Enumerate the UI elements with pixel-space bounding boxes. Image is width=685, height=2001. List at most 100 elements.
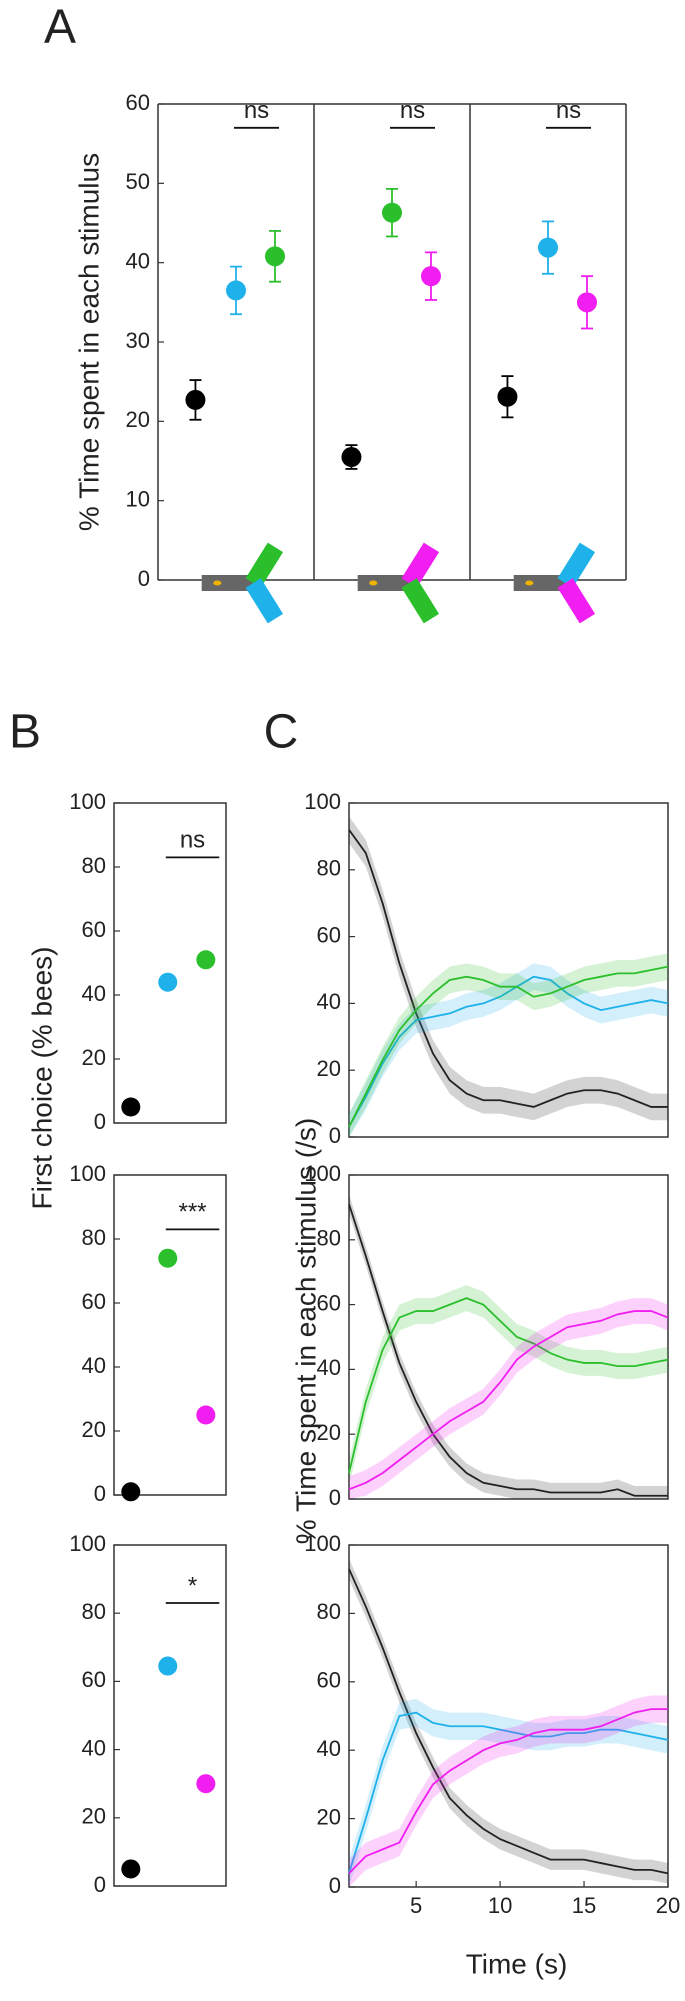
data-point (226, 280, 246, 301)
data-line (348, 975, 669, 1128)
data-point (538, 237, 558, 258)
y-tick-label: 0 (329, 1123, 341, 1148)
y-tick-label: 40 (317, 1736, 341, 1761)
data-point (158, 1656, 178, 1676)
y-tick-label: 80 (82, 1225, 106, 1250)
y-tick-label: 0 (94, 1109, 106, 1134)
data-line (348, 1297, 669, 1474)
data-line (348, 1711, 669, 1874)
y-tick-label: 80 (317, 856, 341, 881)
data-line (348, 829, 668, 1108)
y-tick-label: 100 (69, 1161, 106, 1186)
error-band (349, 1698, 668, 1887)
y-tick-label: 20 (317, 1420, 341, 1445)
data-line (348, 965, 669, 1128)
maze-bee (213, 580, 222, 586)
maze-stem (357, 575, 410, 591)
error-band (349, 1558, 668, 1884)
maze-arm (557, 542, 596, 588)
data-point (577, 292, 597, 313)
significance-label: ns (244, 97, 269, 124)
x-axis-label: Time (s) (466, 1948, 568, 1979)
y-tick-label: 60 (317, 922, 341, 947)
axis-frame (348, 802, 669, 1138)
y-tick-label: 100 (304, 1161, 341, 1186)
y-tick-label: 0 (138, 566, 150, 591)
data-point (185, 389, 206, 410)
data-point (196, 1405, 216, 1425)
data-point (341, 447, 362, 468)
panel-label: B (9, 706, 41, 759)
data-line (348, 1708, 668, 1874)
data-point (265, 246, 285, 267)
y-tick-label: 30 (126, 328, 150, 353)
data-line (348, 1203, 668, 1497)
y-axis-label: % Time spent in each stimulus (73, 153, 104, 531)
data-point (421, 266, 441, 287)
significance-label: ns (180, 827, 205, 854)
data-line (348, 1568, 669, 1875)
maze-arm (245, 542, 284, 588)
y-tick-label: 20 (317, 1804, 341, 1829)
y-tick-label: 40 (317, 1355, 341, 1380)
axis-frame (348, 1544, 669, 1888)
y-tick-label: 100 (304, 1531, 341, 1556)
data-point (121, 1482, 141, 1502)
maze-bee (369, 580, 378, 586)
y-tick-label: 60 (82, 1289, 106, 1314)
y-tick-label: 100 (69, 1531, 106, 1556)
y-tick-label: 20 (82, 1417, 106, 1442)
y-tick-label: 50 (126, 169, 150, 194)
error-band (349, 1194, 668, 1499)
y-tick-label: 40 (82, 1735, 106, 1760)
significance-label: *** (179, 1199, 207, 1226)
y-tick-label: 40 (82, 981, 106, 1006)
y-tick-label: 20 (317, 1056, 341, 1081)
error-band (349, 953, 668, 1137)
y-tick-label: 40 (126, 248, 150, 273)
y-tick-label: 20 (126, 407, 150, 432)
maze-arm (557, 578, 596, 624)
y-tick-label: 40 (82, 1353, 106, 1378)
y-tick-label: 0 (329, 1485, 341, 1510)
y-tick-label: 0 (94, 1481, 106, 1506)
y-axis-label: % Time spent in each stimulus (/s) (290, 1118, 321, 1544)
data-point (121, 1097, 141, 1117)
maze-arm (401, 578, 440, 624)
error-band (349, 1695, 668, 1887)
y-tick-label: 0 (94, 1872, 106, 1897)
y-tick-label: 100 (69, 789, 106, 814)
data-point (196, 1774, 216, 1794)
maze-arm (401, 542, 440, 588)
significance-label: * (188, 1572, 197, 1599)
axis-frame (348, 1174, 669, 1500)
axis-frame (113, 802, 227, 1124)
significance-label: ns (400, 97, 425, 124)
error-band (349, 1298, 668, 1499)
y-tick-label: 20 (82, 1804, 106, 1829)
y-tick-label: 80 (317, 1599, 341, 1624)
axis-frame (113, 1174, 227, 1496)
y-tick-label: 60 (82, 917, 106, 942)
x-tick-label: 10 (488, 1893, 512, 1918)
error-band (349, 1285, 668, 1487)
panel-label: A (44, 1, 76, 54)
maze-bee (525, 580, 534, 586)
data-line (348, 1310, 669, 1491)
y-tick-label: 60 (317, 1668, 341, 1693)
data-point (497, 386, 518, 407)
significance-label: ns (556, 97, 581, 124)
data-point (158, 972, 178, 992)
y-tick-label: 60 (317, 1290, 341, 1315)
y-tick-label: 0 (329, 1873, 341, 1898)
y-tick-label: 80 (82, 1599, 106, 1624)
maze-stem (201, 575, 254, 591)
y-tick-label: 100 (304, 789, 341, 814)
y-axis-label: First choice (% bees) (26, 947, 57, 1210)
data-point (196, 950, 216, 970)
y-tick-label: 10 (126, 486, 150, 511)
y-tick-label: 80 (82, 853, 106, 878)
y-tick-label: 40 (317, 989, 341, 1014)
error-band (349, 963, 668, 1137)
